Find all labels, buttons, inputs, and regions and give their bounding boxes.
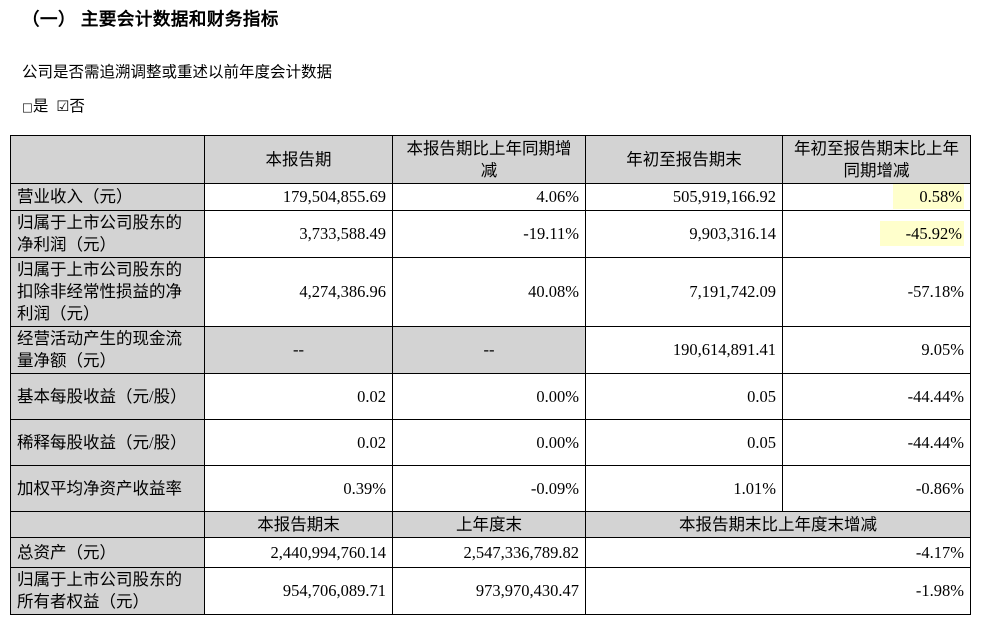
value-cell: 0.05 (585, 373, 783, 420)
value-cell: -1.98% (585, 567, 971, 615)
indicator-label-cell: 营业收入（元） (10, 183, 205, 211)
key-financial-indicators-table: 本报告期 本报告期比上年同期增减 年初至报告期末 年初至报告期末比上年同期增减 营业收入… (10, 135, 971, 615)
indicator-label-cell: 稀释每股收益（元/股） (10, 419, 205, 466)
indicator-label-cell: 总资产（元） (10, 537, 205, 568)
value-cell: 954,706,089.71 (204, 567, 393, 615)
value-cell: -0.09% (392, 465, 586, 512)
value-cell: 0.02 (204, 373, 393, 420)
table-row: 营业收入（元） 179,504,855.69 4.06% 505,919,166.92… (10, 183, 971, 211)
dash-cell: -- (204, 326, 393, 374)
indicator-label-cell: 归属于上市公司股东的扣除非经常性损益的净利润（元） (10, 257, 205, 327)
value-cell: 3,733,588.49 (204, 210, 393, 258)
value-cell: 973,970,430.47 (392, 567, 586, 615)
indicator-label-cell: 加权平均净资产收益率 (10, 465, 205, 512)
value-cell: 190,614,891.41 (585, 326, 783, 374)
highlighted-value: 0.58% (893, 184, 964, 209)
column-header-cell: 本报告期末比上年度末增减 (585, 511, 971, 538)
table-row: 加权平均净资产收益率 0.39% -0.09% 1.01% -0.86% (10, 465, 971, 512)
value-cell: 179,504,855.69 (204, 183, 393, 211)
column-header-cell: 本报告期比上年同期增减 (392, 135, 586, 184)
value-cell: 9.05% (782, 326, 971, 374)
value-cell: 0.00% (392, 373, 586, 420)
checkbox-no-label: 否 (69, 98, 85, 115)
indicator-label-cell: 基本每股收益（元/股） (10, 373, 205, 420)
column-header-cell: 上年度末 (392, 511, 586, 538)
value-cell: -19.11% (392, 210, 586, 258)
value-cell: 0.39% (204, 465, 393, 512)
value-cell: -44.44% (782, 373, 971, 420)
checkbox-yes-label: 是 (32, 98, 49, 115)
checkbox-checked-icon: ☑ (56, 99, 70, 115)
column-header-cell (10, 511, 205, 538)
dash-cell: -- (392, 326, 586, 374)
table-row: 稀释每股收益（元/股） 0.02 0.00% 0.05 -44.44% (10, 419, 971, 466)
value-cell: 9,903,316.14 (585, 210, 783, 258)
indicator-label-cell: 归属于上市公司股东的净利润（元） (10, 210, 205, 258)
value-cell: 1.01% (585, 465, 783, 512)
table-row: 经营活动产生的现金流量净额（元） -- -- 190,614,891.41 9.05% (10, 326, 971, 374)
column-header-cell (10, 135, 205, 184)
table-row: 归属于上市公司股东的扣除非经常性损益的净利润（元） 4,274,386.96 40.… (10, 257, 971, 327)
value-cell: -45.92% (782, 210, 971, 258)
table-header-row-2: 本报告期末 上年度末 本报告期末比上年度末增减 (10, 511, 971, 538)
highlighted-value: -45.92% (879, 221, 964, 246)
column-header-cell: 本报告期末 (204, 511, 393, 538)
value-cell: 505,919,166.92 (585, 183, 783, 211)
value-cell: 4,274,386.96 (204, 257, 393, 327)
column-header-cell: 年初至报告期末比上年同期增减 (782, 135, 971, 184)
indicator-label-cell: 经营活动产生的现金流量净额（元） (10, 326, 205, 374)
value-cell: -57.18% (782, 257, 971, 327)
table-row: 总资产（元） 2,440,994,760.14 2,547,336,789.82 -4… (10, 537, 971, 568)
value-cell: 0.02 (204, 419, 393, 466)
value-cell: -4.17% (585, 537, 971, 568)
value-cell: 40.08% (392, 257, 586, 327)
column-header-cell: 年初至报告期末 (585, 135, 783, 184)
checkbox-row: □是 ☑否 (22, 94, 93, 116)
column-header-cell: 本报告期 (204, 135, 393, 184)
value-cell: 0.58% (782, 183, 971, 211)
table-row: 归属于上市公司股东的净利润（元） 3,733,588.49 -19.11% 9,903… (10, 210, 971, 258)
value-cell: 7,191,742.09 (585, 257, 783, 327)
table-header-row: 本报告期 本报告期比上年同期增减 年初至报告期末 年初至报告期末比上年同期增减 (10, 135, 971, 184)
value-cell: -0.86% (782, 465, 971, 512)
value-cell: 4.06% (392, 183, 586, 211)
checkbox-unchecked-icon: □ (22, 100, 33, 114)
value-cell: 0.00% (392, 419, 586, 466)
checkbox-yes: □是 (22, 98, 48, 115)
value-cell: -44.44% (782, 419, 971, 466)
checkbox-no: ☑否 (56, 98, 85, 115)
value-cell: 2,440,994,760.14 (204, 537, 393, 568)
table-row: 归属于上市公司股东的所有者权益（元） 954,706,089.71 973,970,… (10, 567, 971, 615)
value-cell: 0.05 (585, 419, 783, 466)
table-row: 基本每股收益（元/股） 0.02 0.00% 0.05 -44.44% (10, 373, 971, 420)
page-title: （一） 主要会计数据和财务指标 (22, 9, 279, 29)
indicator-label-cell: 归属于上市公司股东的所有者权益（元） (10, 567, 205, 615)
restatement-question: 公司是否需追溯调整或重述以前年度会计数据 (22, 64, 333, 81)
value-cell: 2,547,336,789.82 (392, 537, 586, 568)
